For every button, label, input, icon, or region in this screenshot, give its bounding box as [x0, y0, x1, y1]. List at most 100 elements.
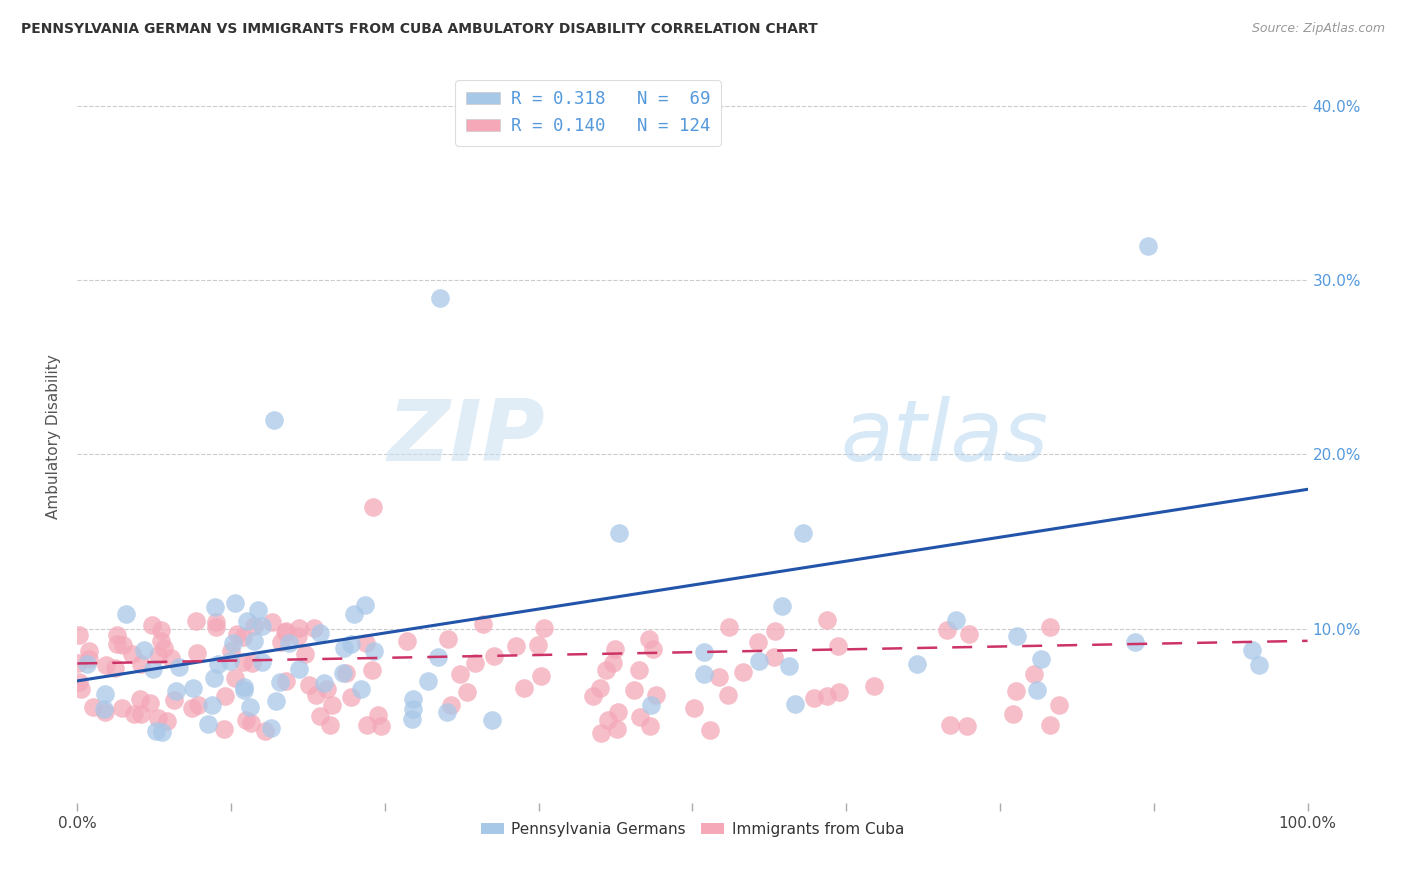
Point: [936, 623, 959, 637]
Point: [121, 647, 143, 661]
Point: [343, 607, 366, 621]
Point: [707, 670, 730, 684]
Point: [717, 619, 740, 633]
Point: [270, 635, 292, 649]
Point: [682, 701, 704, 715]
Point: [595, 663, 617, 677]
Point: [1136, 238, 1159, 252]
Point: [401, 712, 423, 726]
Point: [149, 623, 172, 637]
Point: [165, 683, 187, 698]
Point: [716, 688, 738, 702]
Point: [606, 723, 628, 737]
Point: [129, 707, 152, 722]
Point: [1125, 635, 1147, 649]
Point: [277, 635, 299, 649]
Point: [785, 698, 807, 712]
Point: [159, 651, 181, 665]
Point: [598, 713, 620, 727]
Point: [763, 624, 786, 639]
Text: Source: ZipAtlas.com: Source: ZipAtlas.com: [1251, 22, 1385, 36]
Point: [105, 628, 128, 642]
Point: [957, 626, 980, 640]
Point: [232, 630, 254, 644]
Point: [772, 599, 794, 613]
Point: [482, 648, 505, 663]
Point: [76, 657, 98, 672]
Text: ZIP: ZIP: [387, 395, 546, 479]
Point: [212, 722, 235, 736]
Point: [905, 657, 928, 672]
Point: [356, 717, 378, 731]
Point: [440, 698, 463, 712]
Point: [367, 707, 389, 722]
Point: [1005, 630, 1028, 644]
Point: [233, 681, 256, 695]
Point: [259, 721, 281, 735]
Point: [263, 412, 285, 426]
Point: [288, 620, 311, 634]
Point: [747, 635, 769, 649]
Point: [792, 525, 814, 540]
Point: [204, 620, 226, 634]
Point: [363, 644, 385, 658]
Point: [827, 639, 849, 653]
Point: [402, 691, 425, 706]
Text: PENNSYLVANIA GERMAN VS IMMIGRANTS FROM CUBA AMBULATORY DISABILITY CORRELATION CH: PENNSYLVANIA GERMAN VS IMMIGRANTS FROM C…: [21, 22, 818, 37]
Point: [456, 685, 478, 699]
Point: [815, 613, 838, 627]
Point: [253, 723, 276, 738]
Point: [240, 716, 263, 731]
Point: [163, 692, 186, 706]
Point: [298, 678, 321, 692]
Point: [693, 667, 716, 681]
Point: [1241, 642, 1264, 657]
Point: [105, 637, 128, 651]
Point: [94, 687, 117, 701]
Point: [94, 658, 117, 673]
Point: [269, 675, 291, 690]
Point: [115, 607, 138, 622]
Point: [181, 700, 204, 714]
Point: [225, 626, 247, 640]
Point: [181, 681, 204, 696]
Point: [354, 598, 377, 612]
Point: [340, 690, 363, 705]
Point: [167, 659, 190, 673]
Point: [242, 634, 264, 648]
Point: [471, 616, 494, 631]
Point: [111, 701, 134, 715]
Point: [640, 698, 662, 713]
Point: [939, 718, 962, 732]
Point: [354, 636, 377, 650]
Point: [305, 688, 328, 702]
Point: [828, 685, 851, 699]
Point: [242, 618, 264, 632]
Point: [731, 665, 754, 679]
Y-axis label: Ambulatory Disability: Ambulatory Disability: [46, 355, 62, 519]
Point: [699, 723, 721, 737]
Point: [187, 698, 209, 712]
Point: [340, 637, 363, 651]
Point: [219, 643, 242, 657]
Point: [1029, 652, 1052, 666]
Point: [815, 690, 838, 704]
Point: [276, 673, 298, 688]
Point: [333, 641, 356, 656]
Point: [778, 658, 800, 673]
Point: [641, 642, 664, 657]
Point: [77, 643, 100, 657]
Point: [235, 713, 257, 727]
Point: [395, 634, 418, 648]
Point: [370, 719, 392, 733]
Point: [350, 681, 373, 696]
Point: [77, 652, 100, 666]
Point: [530, 669, 553, 683]
Point: [321, 698, 343, 713]
Point: [945, 614, 967, 628]
Point: [111, 638, 134, 652]
Point: [142, 663, 165, 677]
Point: [602, 656, 624, 670]
Point: [129, 657, 152, 671]
Point: [145, 723, 167, 738]
